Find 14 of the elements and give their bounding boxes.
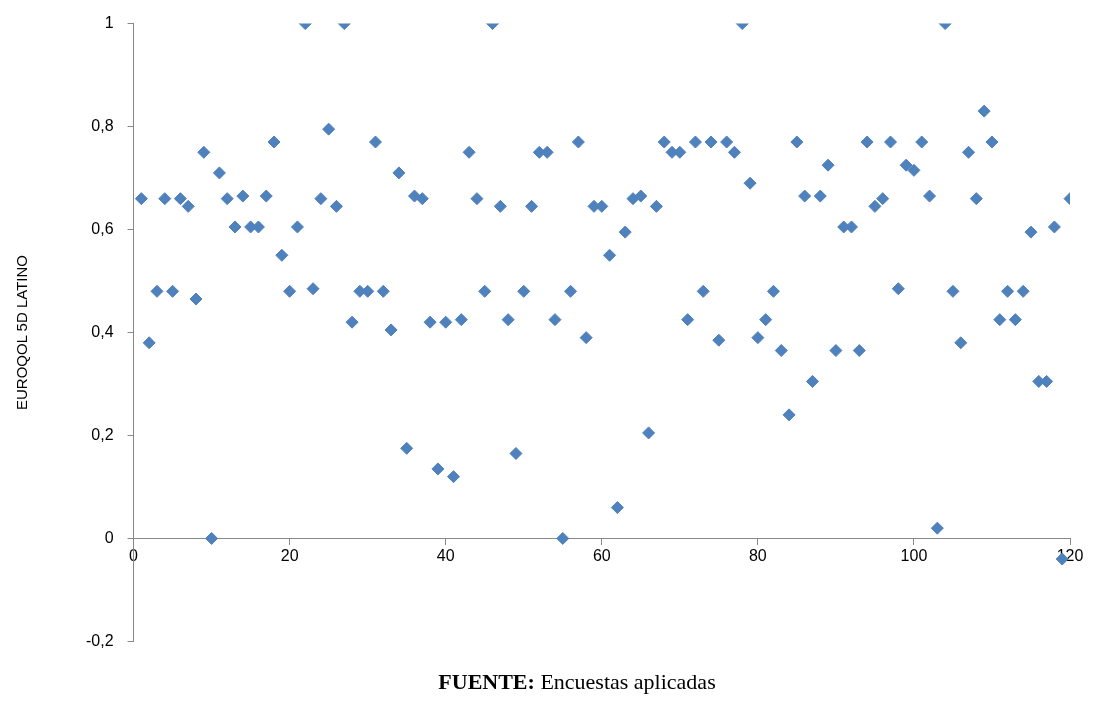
x-tick-label: 80 — [748, 547, 767, 565]
y-axis-title: EUROQOL 5D LATINO — [13, 254, 31, 411]
x-tick-label: 20 — [280, 547, 299, 565]
x-tick-label: 60 — [592, 547, 611, 565]
y-tick-label: 0,6 — [91, 219, 114, 237]
y-tick-label: 0,8 — [91, 116, 114, 134]
y-tick-label: 0,2 — [91, 425, 114, 443]
x-tick-label: 100 — [900, 547, 928, 565]
y-tick-label: 1 — [104, 14, 114, 32]
y-tick-label: 0 — [104, 528, 114, 546]
y-tick-label: 0,4 — [91, 322, 114, 340]
x-tick-label: 40 — [436, 547, 455, 565]
source-note: FUENTE: Encuestas aplicadas — [437, 669, 717, 695]
y-tick-label: -0,2 — [85, 631, 114, 649]
